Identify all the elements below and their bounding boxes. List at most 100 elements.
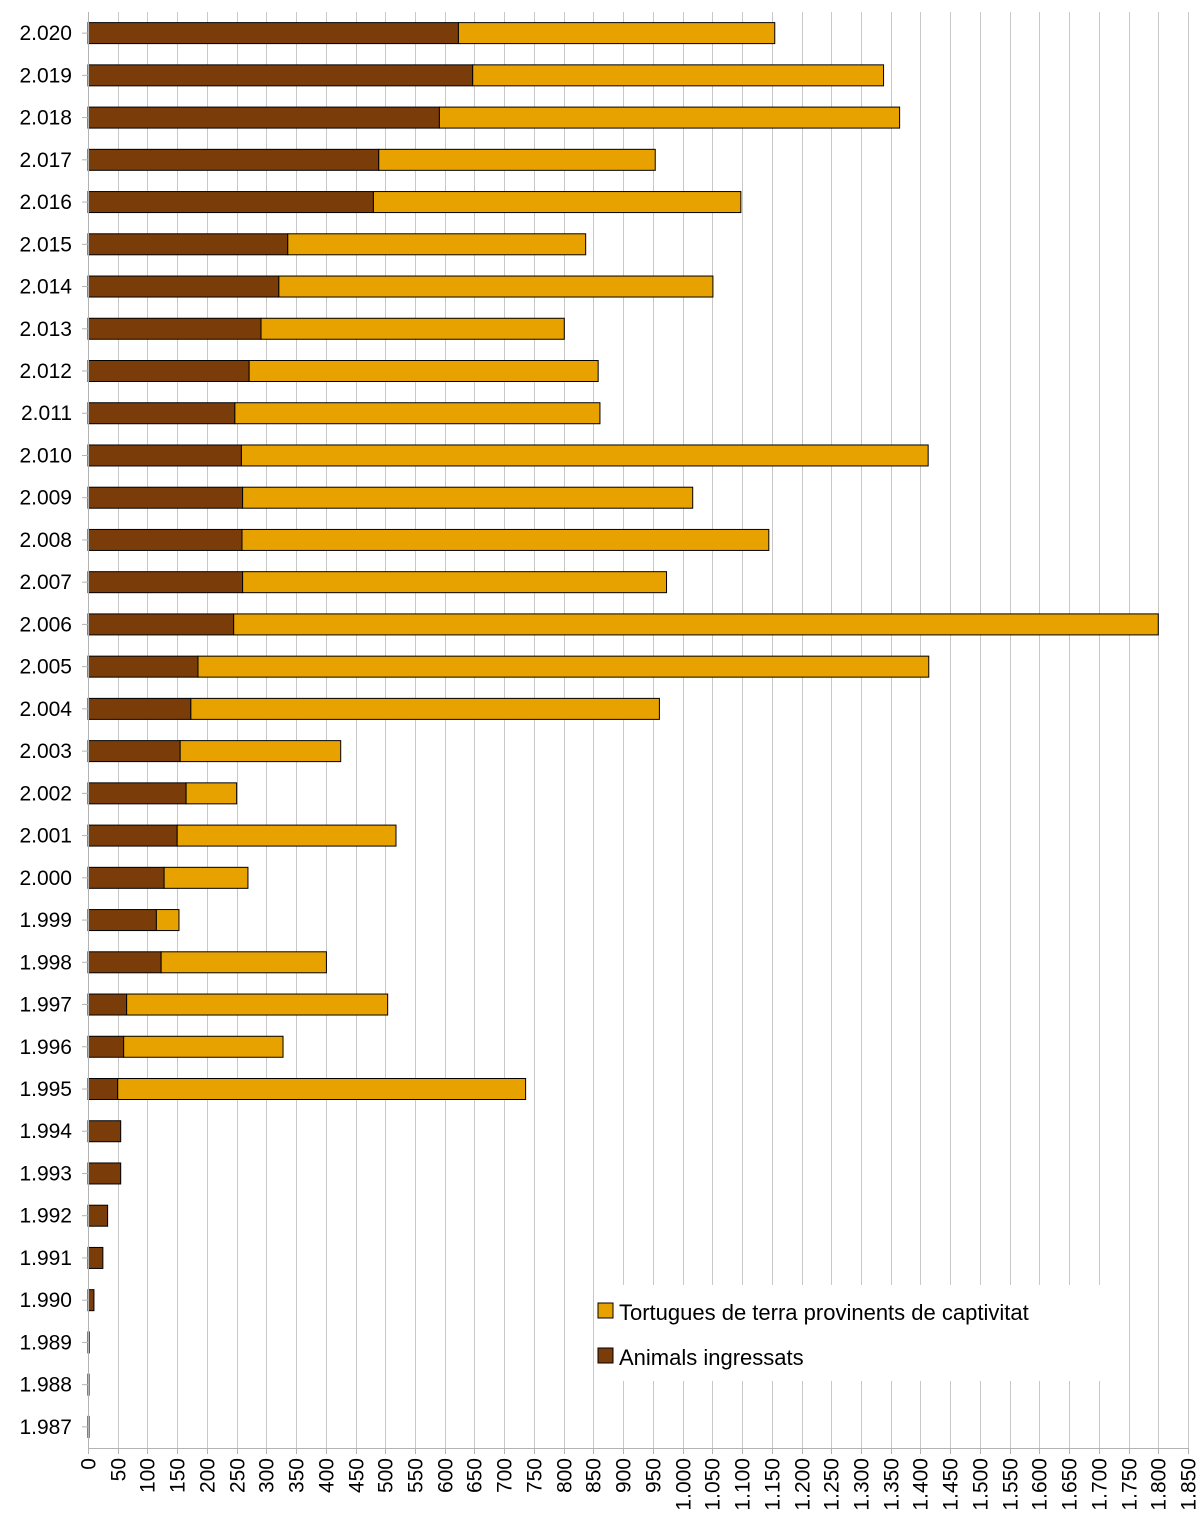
x-tick-label: 450 (346, 1458, 369, 1493)
bar-animals-ingressats (87, 233, 289, 256)
bar-animals-ingressats (87, 1162, 122, 1185)
x-tick-label: 1.050 (702, 1458, 725, 1511)
category-label: 2.002 (19, 782, 72, 805)
bar-tortugues-captivitat (241, 528, 770, 551)
x-tick-label: 0 (78, 1458, 101, 1470)
bar-animals-ingressats (87, 1246, 104, 1269)
category-label: 2.010 (19, 444, 72, 467)
bar-animals-ingressats (87, 22, 459, 45)
category-label: 1.999 (19, 909, 72, 932)
x-tick-label: 500 (375, 1458, 398, 1493)
bar-tortugues-captivitat (123, 1035, 284, 1058)
bar-tortugues-captivitat (438, 106, 901, 129)
x-tick-label: 1.000 (673, 1458, 696, 1511)
category-label: 2.003 (19, 740, 72, 763)
bar-animals-ingressats (87, 613, 235, 636)
category-label: 2.012 (19, 360, 72, 383)
x-tick-label: 400 (316, 1458, 339, 1493)
bar-tortugues-captivitat (197, 655, 930, 678)
x-tick-label: 200 (197, 1458, 220, 1493)
category-label: 1.995 (19, 1078, 72, 1101)
legend: Tortugues de terra provinents de captivi… (594, 1285, 1114, 1381)
gridlines (118, 12, 1189, 1448)
bar-animals-ingressats (87, 528, 243, 551)
category-label: 1.996 (19, 1036, 72, 1059)
x-tick-label: 900 (613, 1458, 636, 1493)
x-tick-label: 1.250 (821, 1458, 844, 1511)
x-tick-label: 50 (108, 1458, 131, 1481)
x-tick-label: 1.550 (1000, 1458, 1023, 1511)
bar-animals-ingressats (87, 444, 242, 467)
bar-tortugues-captivitat (160, 951, 327, 974)
x-tick-label: 300 (256, 1458, 279, 1493)
x-tick-label: 1.850 (1178, 1458, 1201, 1511)
legend-swatch-tortugues (597, 1302, 614, 1319)
category-label: 2.008 (19, 529, 72, 552)
x-tick-label: 650 (464, 1458, 487, 1493)
category-label: 1.990 (19, 1289, 72, 1312)
category-label: 2.000 (19, 867, 72, 890)
x-tick-label: 1.750 (1119, 1458, 1142, 1511)
bar-animals-ingressats (87, 655, 199, 678)
bar-animals-ingressats (87, 1204, 109, 1227)
bar-tortugues-captivitat (233, 613, 1159, 636)
bar-tortugues-captivitat (378, 148, 656, 171)
x-tick-labels: 0 50 100 150 200 250 300 350 400 450 500 550 600 650 7… (78, 1458, 1201, 1511)
category-label: 2.018 (19, 107, 72, 130)
category-label: 1.987 (19, 1416, 72, 1439)
category-label: 2.015 (19, 233, 72, 256)
category-label: 2.007 (19, 571, 72, 594)
x-tick-label: 600 (435, 1458, 458, 1493)
bar-animals-ingressats (87, 740, 181, 763)
bar-animals-ingressats (87, 909, 157, 932)
bar-tortugues-captivitat (163, 866, 249, 889)
bar-animals-ingressats (87, 148, 380, 171)
bar-tortugues-captivitat (242, 571, 668, 594)
bar-tortugues-captivitat (234, 402, 601, 425)
bar-animals-ingressats (87, 1078, 119, 1100)
bar-tortugues-captivitat (457, 22, 776, 45)
bars (87, 22, 1159, 1438)
x-tick-label: 1.800 (1148, 1458, 1171, 1511)
legend-label-tortugues: Tortugues de terra provinents de captivi… (619, 1300, 1029, 1325)
bar-tortugues-captivitat (240, 444, 929, 467)
category-label: 1.997 (19, 994, 72, 1017)
x-tick-label: 1.600 (1029, 1458, 1052, 1511)
x-tick-label: 1.500 (970, 1458, 993, 1511)
x-tick-label: 1.150 (762, 1458, 785, 1511)
category-label: 2.014 (19, 276, 72, 299)
category-label: 1.993 (19, 1162, 72, 1185)
category-label: 1.994 (19, 1120, 72, 1143)
category-label: 2.019 (19, 64, 72, 87)
category-label: 2.005 (19, 656, 72, 679)
category-label: 2.006 (19, 613, 72, 636)
x-tick-label: 700 (494, 1458, 517, 1493)
x-tick-label: 800 (554, 1458, 577, 1493)
category-label: 1.998 (19, 951, 72, 974)
bar-animals-ingressats (87, 951, 162, 974)
bar-tortugues-captivitat (287, 233, 587, 256)
bar-animals-ingressats (87, 1035, 125, 1058)
legend-label-animals: Animals ingressats (619, 1345, 804, 1370)
bar-tortugues-captivitat (185, 782, 238, 805)
x-tick-label: 250 (227, 1458, 250, 1493)
category-label: 1.989 (19, 1331, 72, 1354)
bar-animals-ingressats (87, 64, 474, 87)
legend-background (594, 1285, 1114, 1381)
x-tick-label: 1.350 (881, 1458, 904, 1511)
bar-tortugues-captivitat (117, 1078, 527, 1100)
bar-tortugues-captivitat (260, 317, 565, 340)
category-label: 2.020 (19, 22, 72, 45)
bar-animals-ingressats (87, 275, 280, 298)
category-label: 2.016 (19, 191, 72, 214)
x-tick-label: 100 (137, 1458, 160, 1493)
category-label: 1.991 (19, 1247, 72, 1270)
legend-swatch-animals (597, 1347, 614, 1364)
x-tick-label: 1.200 (792, 1458, 815, 1511)
bar-tortugues-captivitat (179, 740, 342, 763)
bar-animals-ingressats (87, 782, 187, 805)
x-tick-label: 750 (524, 1458, 547, 1493)
bar-tortugues-captivitat (190, 697, 660, 720)
category-label: 2.001 (19, 825, 72, 848)
category-labels: 1.987 1.988 1.989 1.990 1.991 1.992 1.993 1.994… (19, 22, 72, 1439)
